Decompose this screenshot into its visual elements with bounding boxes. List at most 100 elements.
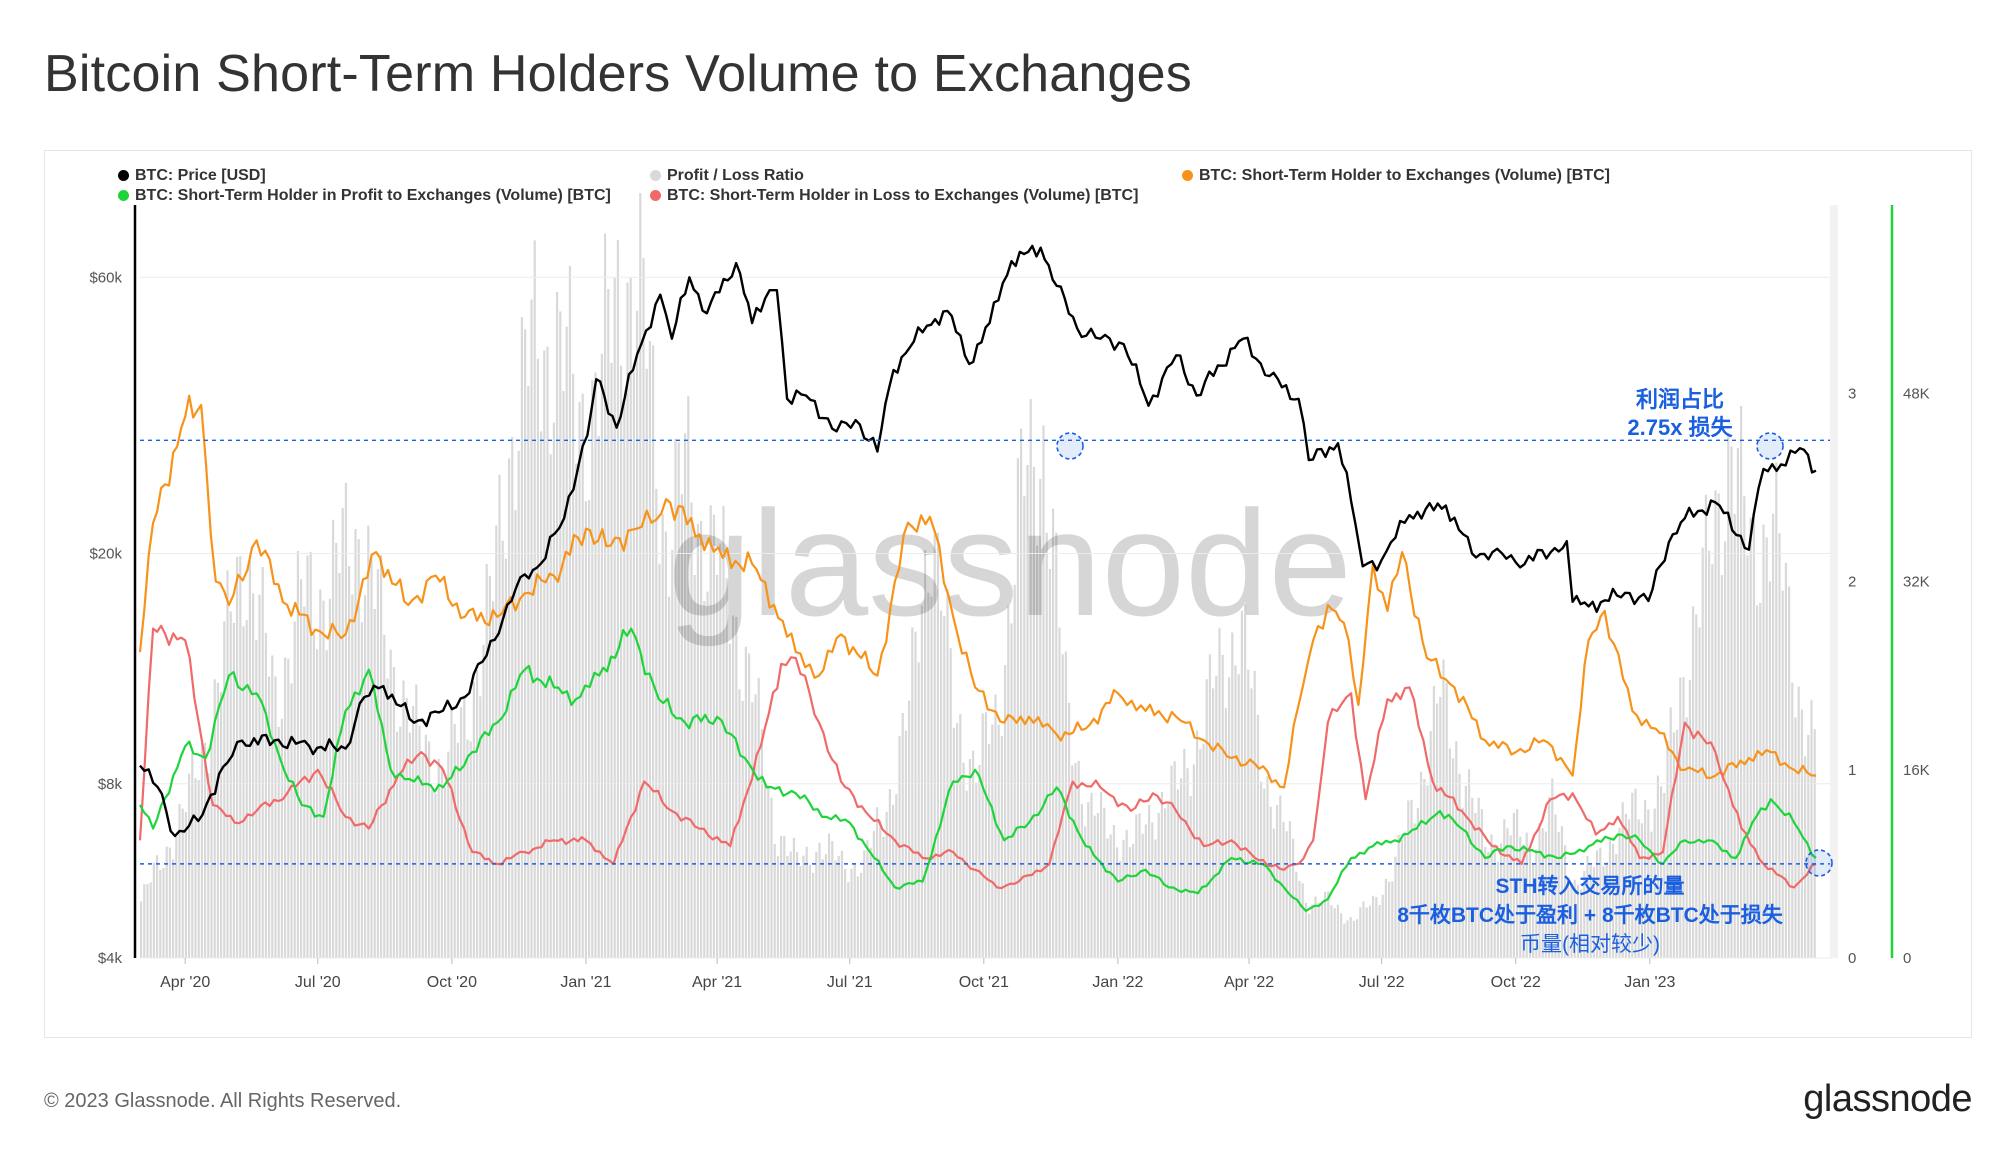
ratio-bar <box>184 812 187 958</box>
ratio-bar <box>1288 821 1291 958</box>
ratio-bar <box>415 684 418 958</box>
ratio-bar <box>543 350 546 958</box>
legend-item-profit[interactable]: BTC: Short-Term Holder in Profit to Exch… <box>118 187 611 205</box>
legend-item-loss[interactable]: BTC: Short-Term Holder in Loss to Exchan… <box>650 187 1138 205</box>
ratio-bar <box>648 341 651 958</box>
ratio-bar <box>936 532 939 958</box>
ratio-bar <box>1496 861 1499 958</box>
ratio-bar <box>1432 686 1435 958</box>
ratio-bar <box>1711 564 1714 958</box>
ratio-bar <box>488 575 491 958</box>
ratio-bar <box>357 539 360 958</box>
ratio-bar <box>1106 838 1109 958</box>
ratio-bar <box>1263 788 1266 958</box>
ratio-bar <box>885 811 888 958</box>
ratio-bar <box>1189 796 1192 958</box>
ratio-bar <box>1429 731 1432 958</box>
legend-item-total[interactable]: BTC: Short-Term Holder to Exchanges (Vol… <box>1182 167 1610 185</box>
ratio-bar <box>584 501 587 958</box>
ratio-bar <box>780 836 783 958</box>
ratio-bar <box>1500 843 1503 958</box>
annotation-sth-line3: 币量(相对较少) <box>1520 933 1660 956</box>
ratio-bar <box>188 773 191 958</box>
ratio-bar <box>1397 834 1400 958</box>
ratio-bar <box>1503 819 1506 958</box>
ratio-bar <box>1023 496 1026 958</box>
ratio-bar <box>1132 843 1135 958</box>
ratio-bar <box>351 594 354 958</box>
ratio-bar <box>610 362 613 958</box>
ratio-bar <box>367 525 370 958</box>
footer-logo[interactable]: glassnode <box>1803 1078 1972 1120</box>
ratio-bar <box>1765 537 1768 958</box>
x-tick-label: Apr '21 <box>692 974 742 991</box>
ratio-bar <box>600 353 603 958</box>
ratio-bar <box>754 694 757 958</box>
ratio-bar <box>856 876 859 958</box>
ratio-bar <box>501 540 504 958</box>
series-lines-layer <box>138 244 1817 912</box>
ratio-bar <box>658 563 661 958</box>
ratio-bar <box>546 346 549 959</box>
ratio-bar <box>594 372 597 958</box>
ratio-bar <box>748 653 751 958</box>
ratio-bar <box>1413 823 1416 958</box>
legend-item-ratio[interactable]: Profit / Loss Ratio <box>650 167 804 185</box>
ratio-bar <box>1551 778 1554 958</box>
legend-label-loss: BTC: Short-Term Holder in Loss to Exchan… <box>667 187 1139 204</box>
ratio-bar <box>1781 590 1784 958</box>
ratio-bar <box>1077 760 1080 958</box>
ratio-bar <box>511 437 514 959</box>
ratio-bar <box>879 820 882 958</box>
ratio-bar <box>1186 768 1189 958</box>
ratio-bar <box>210 740 213 958</box>
ratio-bar <box>1701 547 1704 958</box>
ratio-bar <box>693 575 696 958</box>
ratio-bar <box>1772 513 1775 958</box>
marker-ratio-peak-mar23 <box>1756 432 1784 460</box>
ratio-bar <box>994 694 997 958</box>
ratio-bar <box>1157 812 1160 958</box>
ratio-bar <box>162 868 165 958</box>
ratio-bar <box>559 311 562 958</box>
ratio-bar <box>1589 864 1592 958</box>
ratio-bar <box>1410 799 1413 958</box>
ratio-bar <box>1093 815 1096 958</box>
ratio-bar <box>1535 849 1538 958</box>
ratio-bar <box>1746 555 1749 958</box>
ratio-bar <box>604 233 607 959</box>
legend-item-price[interactable]: BTC: Price [USD] <box>118 167 266 185</box>
ratio-bar <box>220 692 223 958</box>
ratio-bar <box>1452 758 1455 958</box>
ratio-bar <box>965 790 968 958</box>
ratio-bar <box>642 258 645 958</box>
ratio-bar <box>1756 605 1759 958</box>
legend-label-profit: BTC: Short-Term Holder in Profit to Exch… <box>135 187 611 204</box>
ratio-bar <box>194 778 197 958</box>
ratio-bar <box>722 506 725 958</box>
ratio-bar <box>437 758 440 958</box>
ratio-bar <box>1605 862 1608 958</box>
ratio-bar <box>175 836 178 958</box>
ratio-bar <box>597 435 600 958</box>
ratio-bar <box>732 615 735 958</box>
ratio-bar <box>386 678 389 958</box>
ratio-bar <box>588 500 591 958</box>
ratio-bar <box>514 510 517 958</box>
ratio-bar <box>1570 883 1573 958</box>
ratio-bar <box>540 431 543 958</box>
ratio-bar <box>453 723 456 958</box>
ratio-bar <box>1624 813 1627 958</box>
ratio-bar <box>1564 845 1567 958</box>
ratio-bar <box>1471 797 1474 958</box>
legend-dot-profit <box>118 190 129 201</box>
ratio-bar <box>146 884 149 958</box>
y-ratio-tick-label: 0 <box>1848 950 1856 967</box>
ratio-bar <box>1743 496 1746 958</box>
ratio-bar <box>1116 847 1119 958</box>
ratio-bar <box>1176 789 1179 958</box>
ratio-bar <box>200 741 203 958</box>
ratio-bar <box>1487 851 1490 958</box>
ratio-bar <box>725 578 728 958</box>
